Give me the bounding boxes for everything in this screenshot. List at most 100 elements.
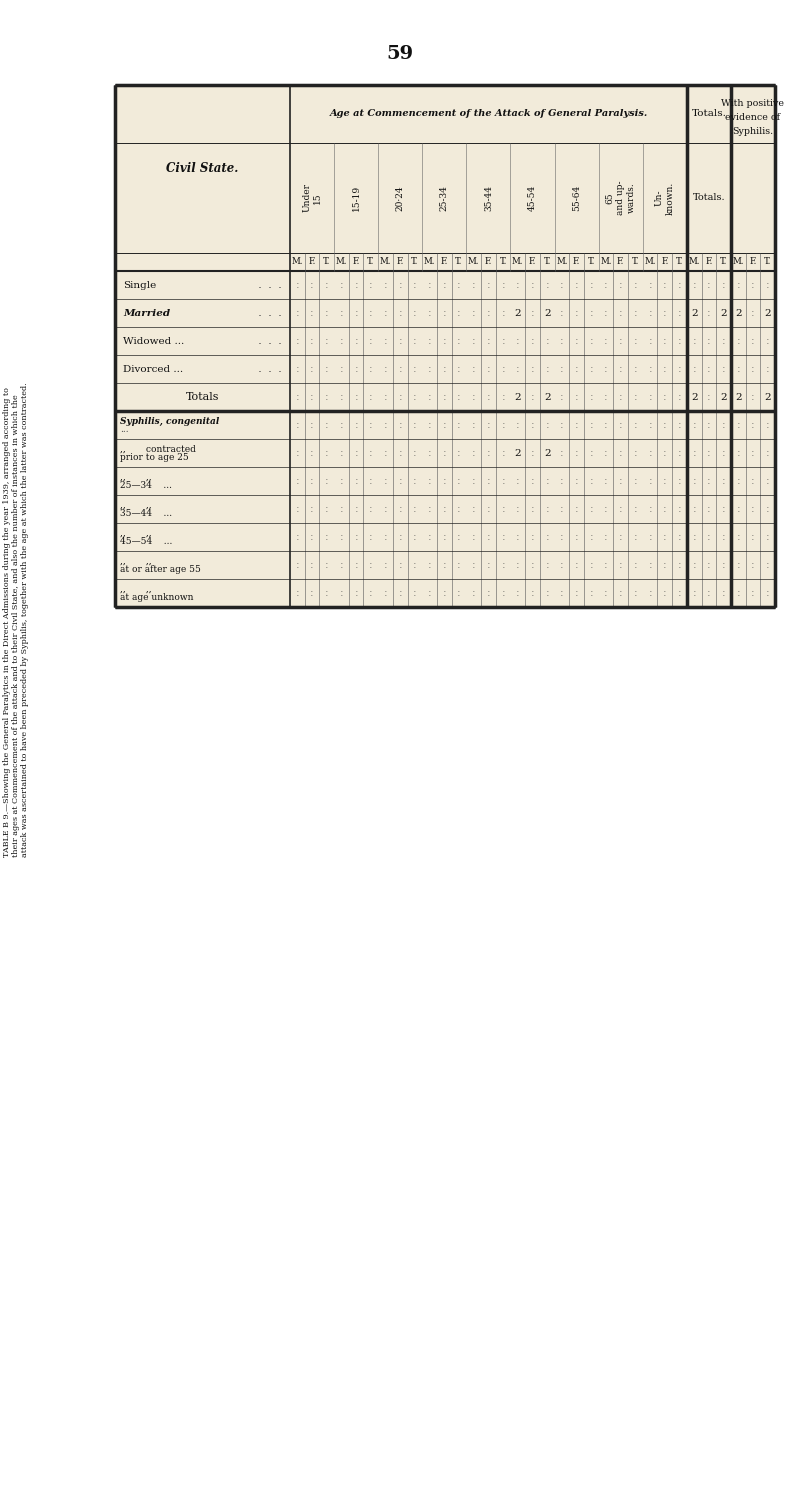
Text: :: : xyxy=(325,308,329,317)
Text: :: : xyxy=(722,337,726,346)
Text: :: : xyxy=(663,475,666,486)
Text: :: : xyxy=(428,560,431,571)
Text: :: : xyxy=(648,475,652,486)
Text: :: : xyxy=(751,308,754,317)
Text: :: : xyxy=(472,364,475,374)
Text: ,,       contracted: ,, contracted xyxy=(120,444,196,453)
Text: Totals: Totals xyxy=(186,392,219,402)
Text: :: : xyxy=(295,337,299,346)
Text: :: : xyxy=(737,337,740,346)
Text: :: : xyxy=(663,448,666,457)
Text: :: : xyxy=(560,364,564,374)
Text: :: : xyxy=(384,420,387,431)
Text: :: : xyxy=(325,448,329,457)
Text: :: : xyxy=(340,560,343,571)
Text: :: : xyxy=(369,560,373,571)
Text: :: : xyxy=(766,448,770,457)
Text: 2: 2 xyxy=(544,308,550,317)
Text: :: : xyxy=(310,475,314,486)
Text: :: : xyxy=(663,532,666,542)
Text: :: : xyxy=(590,589,593,597)
Text: :: : xyxy=(546,475,549,486)
Text: evidence of: evidence of xyxy=(726,113,781,122)
Text: :: : xyxy=(413,504,417,514)
Text: :: : xyxy=(502,337,505,346)
Text: :: : xyxy=(751,560,754,571)
Text: :: : xyxy=(413,364,417,374)
Text: 65
and up-
wards.: 65 and up- wards. xyxy=(606,180,635,215)
Text: :: : xyxy=(678,448,682,457)
Text: :: : xyxy=(590,560,593,571)
Text: :: : xyxy=(560,589,564,597)
Text: at or after age 55: at or after age 55 xyxy=(120,566,201,575)
Text: .: . xyxy=(258,307,262,319)
Text: :: : xyxy=(428,337,431,346)
Text: :: : xyxy=(354,392,358,402)
Text: 2: 2 xyxy=(691,392,698,401)
Text: Married: Married xyxy=(123,308,170,317)
Text: :: : xyxy=(530,448,534,457)
Text: :: : xyxy=(398,392,402,402)
Text: :: : xyxy=(619,532,622,542)
Text: :: : xyxy=(692,420,696,431)
Text: :: : xyxy=(325,392,329,402)
Text: :: : xyxy=(413,337,417,346)
Text: :: : xyxy=(634,392,637,402)
Text: :: : xyxy=(354,475,358,486)
Text: :: : xyxy=(530,589,534,597)
Text: :: : xyxy=(384,448,387,457)
Text: M.: M. xyxy=(336,258,347,267)
Text: :: : xyxy=(516,420,520,431)
Text: :: : xyxy=(604,308,608,317)
Text: :: : xyxy=(530,504,534,514)
Text: :: : xyxy=(590,308,593,317)
Text: F.: F. xyxy=(617,258,624,267)
Text: :: : xyxy=(604,532,608,542)
Text: :: : xyxy=(295,280,299,291)
Text: T.: T. xyxy=(632,258,639,267)
Text: :: : xyxy=(472,589,475,597)
Text: :: : xyxy=(295,504,299,514)
Text: :: : xyxy=(648,589,652,597)
Text: :: : xyxy=(413,532,417,542)
Text: :: : xyxy=(340,532,343,542)
Text: F.: F. xyxy=(353,258,360,267)
Text: :: : xyxy=(458,504,461,514)
Text: :: : xyxy=(398,280,402,291)
Text: :: : xyxy=(486,420,490,431)
Text: :: : xyxy=(722,448,726,457)
Text: :: : xyxy=(663,337,666,346)
Text: :: : xyxy=(516,504,520,514)
Text: :: : xyxy=(663,420,666,431)
Text: :: : xyxy=(604,504,608,514)
Text: :: : xyxy=(722,420,726,431)
Text: :: : xyxy=(766,364,770,374)
Text: :: : xyxy=(619,308,622,317)
Text: :: : xyxy=(442,589,446,597)
Text: :: : xyxy=(398,420,402,431)
Text: :: : xyxy=(560,475,564,486)
Text: :: : xyxy=(325,560,329,571)
Text: F.: F. xyxy=(441,258,448,267)
Text: :: : xyxy=(574,589,578,597)
Text: :: : xyxy=(678,392,682,402)
Text: :: : xyxy=(530,560,534,571)
Text: ,,       ,,: ,, ,, xyxy=(120,529,152,538)
Text: :: : xyxy=(590,337,593,346)
Text: 35—44    ...: 35—44 ... xyxy=(120,510,172,519)
Text: :: : xyxy=(502,392,505,402)
Text: .: . xyxy=(268,334,272,347)
Text: M.: M. xyxy=(556,258,568,267)
Text: :: : xyxy=(340,420,343,431)
Text: Civil State.: Civil State. xyxy=(166,162,238,176)
Text: :: : xyxy=(310,589,314,597)
Text: :: : xyxy=(560,504,564,514)
Text: :: : xyxy=(384,392,387,402)
Text: T.: T. xyxy=(367,258,374,267)
Text: :: : xyxy=(722,475,726,486)
Text: :: : xyxy=(369,448,373,457)
Text: :: : xyxy=(648,364,652,374)
Text: :: : xyxy=(325,504,329,514)
Text: :: : xyxy=(766,532,770,542)
Text: :: : xyxy=(398,560,402,571)
